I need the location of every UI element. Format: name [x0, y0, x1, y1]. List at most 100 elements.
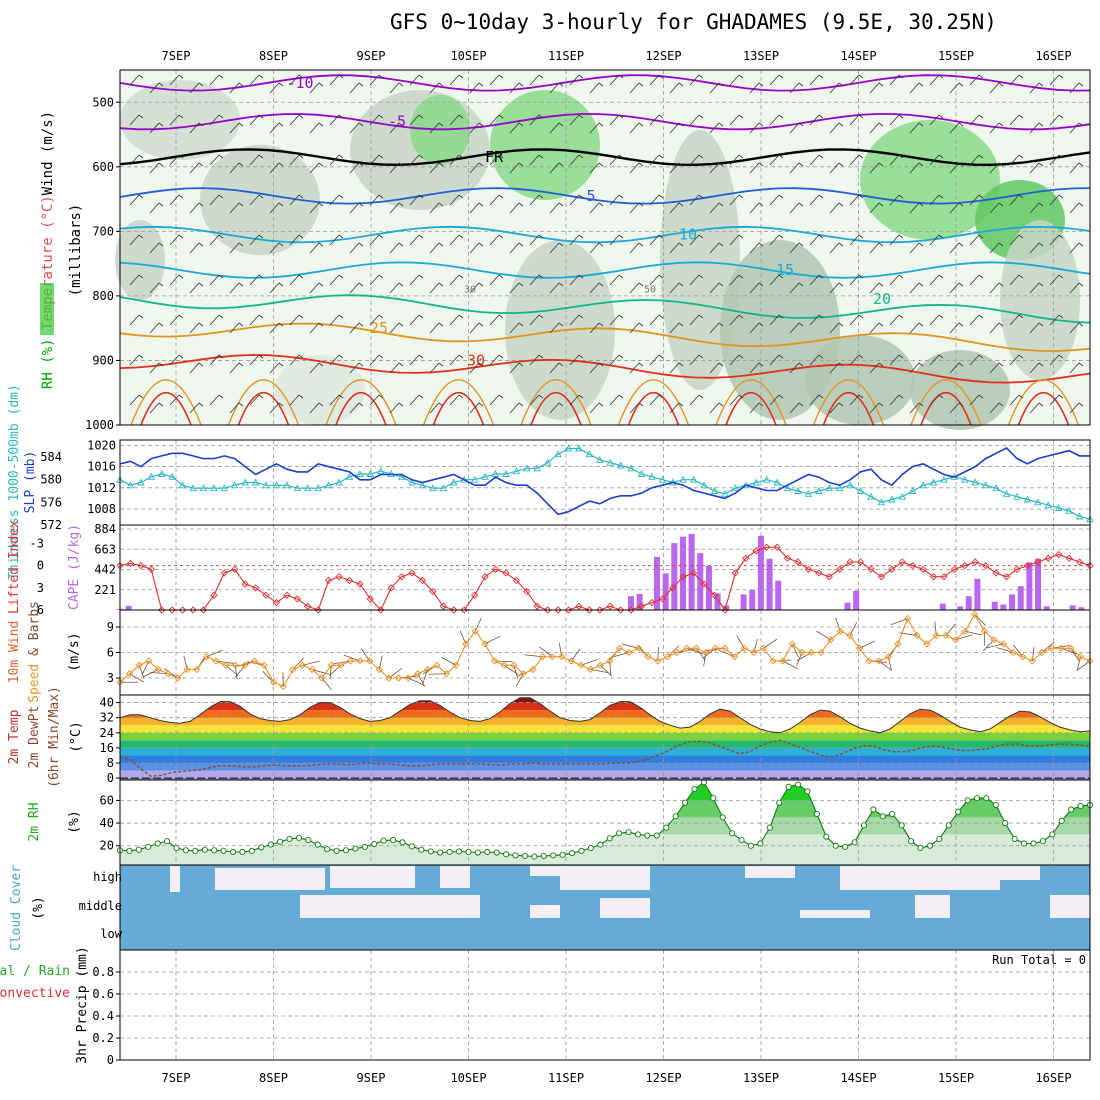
wind-barb: [349, 82, 360, 94]
thickness-point: [439, 484, 448, 492]
wind-tick-label: 3: [107, 671, 114, 685]
wind-barb: [578, 274, 584, 279]
wind-barb: [129, 354, 140, 366]
wind-barb: [429, 202, 440, 214]
wind-barb: [598, 282, 604, 287]
cloud-gap: [600, 898, 650, 918]
temp-band: [120, 763, 1090, 771]
wind-barb: [818, 114, 824, 119]
lifted-index-point: [929, 573, 938, 581]
cape-bar: [697, 553, 704, 610]
rh-point: [625, 829, 632, 836]
rh-point: [164, 838, 171, 845]
rh-point: [606, 835, 613, 842]
wind-tick-label: 9: [107, 620, 114, 634]
wind-barb: [649, 394, 660, 406]
thickness-point: [971, 478, 980, 486]
wind-barb: [769, 394, 780, 406]
wind-barb: [518, 82, 524, 87]
wind-barb: [569, 354, 580, 366]
rh-shading: [1000, 220, 1080, 380]
wind-barb: [858, 74, 864, 79]
wind-barb: [278, 162, 284, 167]
wind-barb: [489, 234, 500, 246]
wind-barb: [949, 202, 960, 214]
wind-barb: [918, 82, 924, 87]
thickness-point: [627, 464, 635, 472]
cape-bar: [775, 580, 782, 610]
cape-bar: [1069, 605, 1076, 610]
wind-barb: [1029, 82, 1040, 94]
wind-barb: [229, 82, 240, 94]
precip-tick-label: 0.4: [92, 1009, 114, 1023]
wind-barb: [978, 354, 984, 359]
thickness-point: [658, 475, 667, 483]
wind-barb: [178, 194, 184, 199]
temp-band: [120, 778, 1090, 780]
cape-bar: [1035, 558, 1042, 610]
cape-ylabel: CAPE (J/kg): [67, 524, 82, 610]
wind-barb: [929, 314, 940, 326]
wind-barb: [338, 74, 344, 79]
wind-barb: [938, 314, 944, 319]
wind-barb: [329, 74, 340, 86]
wind-barb: [262, 670, 274, 683]
wind-barb: [438, 282, 444, 287]
wind-barb: [418, 74, 424, 79]
wind-barb: [589, 282, 600, 294]
wind-speed-point: [260, 661, 268, 669]
wind-barb: [769, 314, 780, 326]
wind-barb: [1041, 641, 1055, 653]
wind-barb: [818, 234, 824, 239]
thickness-tick-label: 576: [40, 495, 62, 509]
cape-bar: [662, 573, 669, 610]
wind-barb: [298, 154, 304, 159]
wind-barb: [998, 282, 1004, 287]
wind-barb: [798, 402, 804, 407]
rh-point: [295, 834, 302, 841]
wind-barb: [429, 82, 440, 94]
wind-barb: [278, 82, 284, 87]
wind-barb: [1049, 114, 1060, 126]
lifted-index-point: [220, 569, 228, 577]
wind-barb: [478, 202, 484, 207]
date-label-top: 10SEP: [450, 49, 486, 63]
wind-speed-point: [308, 665, 316, 674]
cloud-gap: [440, 866, 470, 888]
wind-ylabel-1: 10m Wind: [7, 621, 22, 684]
wind-barb: [898, 194, 904, 199]
wind-barb: [578, 354, 584, 359]
wind-barb: [718, 162, 724, 167]
wind-barb: [449, 354, 460, 366]
date-label-top: 8SEP: [259, 49, 288, 63]
temp-ylabel-1: 2m Temp: [7, 709, 22, 764]
wind-barb: [898, 274, 904, 279]
wind-barb: [1038, 202, 1044, 207]
thickness-point: [981, 481, 990, 489]
wind-barb: [898, 394, 904, 399]
wind-barb: [898, 234, 904, 239]
lifted-index-point: [637, 602, 646, 610]
wind-barb: [838, 362, 844, 367]
wind-barb: [982, 639, 995, 652]
isotherm-line: [119, 225, 1091, 244]
wind-barb: [449, 394, 460, 406]
wind-barb: [238, 202, 244, 207]
wind-barb: [678, 82, 684, 87]
wind-barb: [758, 362, 764, 367]
wind-barb: [269, 322, 280, 334]
cape-bar: [653, 556, 660, 610]
wind-barb: [149, 202, 160, 214]
wind-barb: [238, 162, 244, 167]
wind-speed-point: [999, 640, 1008, 648]
thickness-point: [147, 472, 156, 480]
wind-speed-point: [538, 653, 547, 661]
thickness-point: [575, 444, 583, 452]
wind-barb: [509, 82, 520, 94]
wind-barb: [269, 362, 280, 374]
lifted-index-point: [429, 587, 437, 596]
date-label-bottom: 8SEP: [259, 1071, 288, 1085]
cloud-level-label: middle: [79, 899, 122, 913]
thickness-ylabel: Thickness 1000-500mb (dm): [7, 384, 22, 580]
isotherm-line: [119, 354, 1091, 384]
